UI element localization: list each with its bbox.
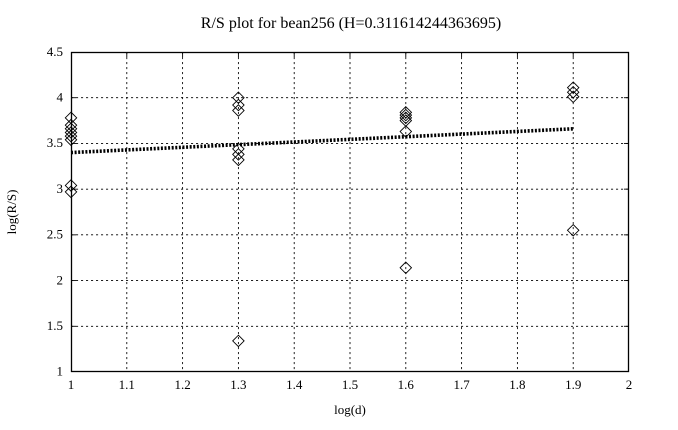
svg-text:3.5: 3.5	[47, 135, 63, 150]
svg-text:1.7: 1.7	[453, 377, 470, 392]
svg-text:1.8: 1.8	[509, 377, 525, 392]
svg-text:2: 2	[626, 377, 633, 392]
svg-text:1.1: 1.1	[119, 377, 135, 392]
svg-text:1.3: 1.3	[230, 377, 246, 392]
svg-text:log(R/S): log(R/S)	[4, 190, 19, 235]
svg-text:1.6: 1.6	[398, 377, 415, 392]
svg-text:1.9: 1.9	[565, 377, 581, 392]
svg-text:2.5: 2.5	[47, 227, 63, 242]
svg-text:1.5: 1.5	[342, 377, 358, 392]
svg-text:1.2: 1.2	[174, 377, 190, 392]
svg-text:4: 4	[57, 90, 64, 105]
svg-text:1.4: 1.4	[286, 377, 303, 392]
svg-text:1.5: 1.5	[47, 318, 63, 333]
svg-text:log(d): log(d)	[334, 402, 366, 417]
svg-text:1: 1	[68, 377, 75, 392]
svg-text:3: 3	[57, 181, 64, 196]
svg-text:4.5: 4.5	[47, 44, 63, 59]
svg-text:1: 1	[57, 364, 64, 379]
svg-text:R/S plot for bean256 (H=0.3116: R/S plot for bean256 (H=0.31161424436369…	[201, 15, 501, 32]
svg-text:2: 2	[57, 272, 64, 287]
